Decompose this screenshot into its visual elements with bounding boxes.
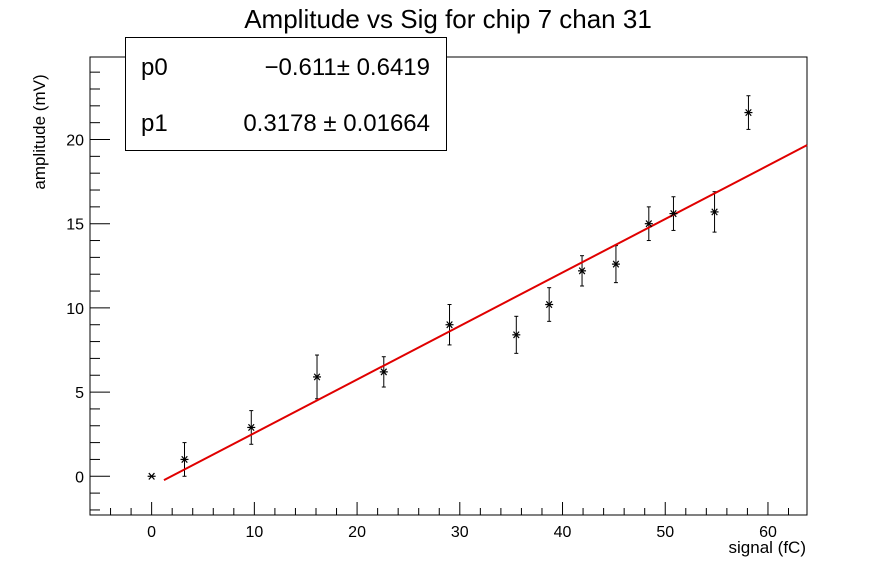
marker-stroke [313,373,321,381]
fit-stats-box: p0 −0.611± 0.6419 p1 0.3178 ± 0.01664 [125,37,447,151]
fit-line-group [163,144,808,482]
marker-stroke [545,300,553,309]
plot-frame [89,56,808,516]
marker-stroke [578,267,586,275]
data-point [578,267,587,275]
x-axis-label: signal (fC) [728,538,806,557]
marker-stroke [248,423,255,432]
x-tick-label: 30 [451,524,469,541]
marker-stroke [513,331,520,339]
x-tick-label: 10 [245,524,263,541]
y-tick-label: 5 [75,385,84,402]
data-point [147,472,156,480]
data-point [512,331,521,339]
fit-line [163,144,808,482]
chart-title: Amplitude vs Sig for chip 7 chan 31 [244,4,652,34]
data-point [545,300,554,309]
data-point [669,210,678,218]
x-tick-label: 20 [348,524,366,541]
marker-stroke [446,321,453,329]
marker-stroke [670,210,677,218]
y-tick-label: 20 [66,133,84,150]
y-tick-label: 15 [66,217,84,234]
stat-p1-name: p1 [141,110,168,137]
data-point [644,220,653,228]
axes: 0 10 20 30 40 50 60 0 5 10 15 20 [66,71,790,541]
stat-p0-value: −0.611± 0.6419 [264,54,430,81]
data-point [247,423,256,432]
y-tick-label: 10 [66,301,84,318]
error-bars [182,95,751,477]
data-point [445,321,454,329]
stat-p0-name: p0 [141,54,168,81]
y-axis-label: amplitude (mV) [30,74,49,190]
data-markers [147,108,753,480]
marker-stroke [148,472,155,480]
marker-stroke [181,455,188,464]
marker-stroke [612,260,620,268]
y-tick-label: 0 [75,469,84,486]
marker-stroke [745,108,752,117]
marker-stroke [380,368,388,376]
data-point [611,260,620,268]
data-point [710,208,719,216]
x-tick-label: 40 [554,524,572,541]
marker-stroke [645,220,653,228]
data-point [313,373,322,381]
x-tick-label: 0 [147,524,156,541]
data-point [180,455,189,464]
data-point [744,108,753,117]
x-tick-label: 60 [759,524,777,541]
marker-stroke [711,208,718,216]
stat-p1-value: 0.3178 ± 0.01664 [243,110,430,137]
data-point [379,368,388,376]
x-tick-label: 50 [656,524,674,541]
